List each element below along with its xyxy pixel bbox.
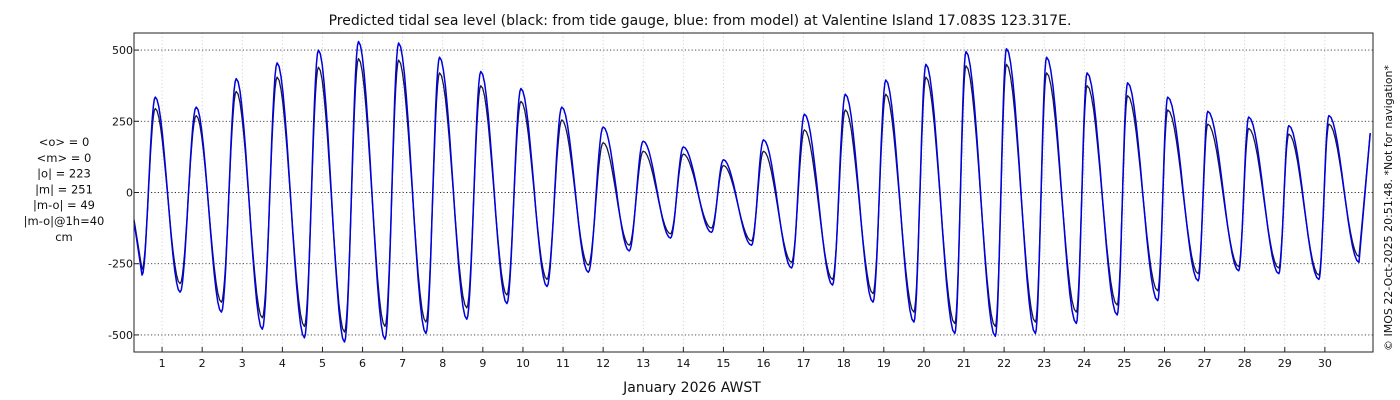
- stats-line: <m> = 0: [37, 151, 92, 165]
- series-layer: [133, 40, 1371, 343]
- x-tick-label: 24: [1077, 357, 1091, 370]
- x-tick-label: 9: [479, 357, 486, 370]
- x-axis-ticks: 1 2 3 4 5 6 7 8 9 10 11 12 13 14 15 16 17 18 19 20 21 22 23 24 2…: [159, 347, 1332, 370]
- x-axis-label: January 2026 AWST: [622, 380, 761, 396]
- x-tick-label: 23: [1037, 357, 1051, 370]
- x-tick-label: 14: [676, 357, 690, 370]
- x-tick-label: 18: [837, 357, 851, 370]
- horizontal-gridlines: [134, 49, 1373, 336]
- x-tick-label: 10: [516, 357, 530, 370]
- x-tick-label: 29: [1278, 357, 1292, 370]
- y-tick-label: 250: [112, 115, 133, 128]
- x-tick-label: 15: [716, 357, 730, 370]
- stats-panel: <o> = 0 <m> = 0 |o| = 223|m| = 251 |m-o| = …: [24, 135, 105, 244]
- copyright-notice: © IMOS 22-Oct-2025 20:51:48. *Not for na…: [1382, 65, 1395, 351]
- x-tick-label: 4: [279, 357, 286, 370]
- y-axis-ticks: -500 -250 0 250 500: [108, 44, 139, 342]
- x-tick-label: 25: [1117, 357, 1131, 370]
- x-tick-label: 2: [199, 357, 206, 370]
- stats-line: cm: [55, 230, 73, 244]
- x-tick-label: 21: [957, 357, 971, 370]
- x-tick-label: 11: [556, 357, 570, 370]
- stats-line: |m-o| = 49: [33, 198, 95, 212]
- y-tick-label: -250: [108, 258, 133, 271]
- x-tick-label: 6: [359, 357, 366, 370]
- x-tick-label: 3: [239, 357, 246, 370]
- x-tick-label: 30: [1318, 357, 1332, 370]
- x-tick-label: 22: [997, 357, 1011, 370]
- chart-title: Predicted tidal sea level (black: from t…: [329, 13, 1072, 29]
- x-tick-label: 16: [757, 357, 771, 370]
- x-tick-label: 13: [636, 357, 650, 370]
- stats-line: |o| = 223: [37, 167, 91, 181]
- stats-line: |m| = 251: [35, 182, 93, 196]
- x-tick-label: 12: [596, 357, 610, 370]
- series-line-model: [133, 40, 1371, 343]
- series-line-gauge: [133, 57, 1371, 333]
- x-tick-label: 17: [797, 357, 811, 370]
- y-tick-label: 500: [112, 44, 133, 57]
- y-tick-label: 0: [126, 187, 133, 200]
- y-tick-label: -500: [108, 329, 133, 342]
- x-tick-label: 27: [1198, 357, 1212, 370]
- x-tick-label: 19: [877, 357, 891, 370]
- x-tick-label: 20: [917, 357, 931, 370]
- x-tick-label: 26: [1157, 357, 1171, 370]
- x-tick-label: 5: [319, 357, 326, 370]
- stats-line: |m-o|@1h=40: [24, 214, 105, 228]
- stats-line: <o> = 0: [39, 135, 90, 149]
- x-tick-label: 28: [1238, 357, 1252, 370]
- x-tick-label: 7: [399, 357, 406, 370]
- x-tick-label: 1: [159, 357, 166, 370]
- x-tick-label: 8: [439, 357, 446, 370]
